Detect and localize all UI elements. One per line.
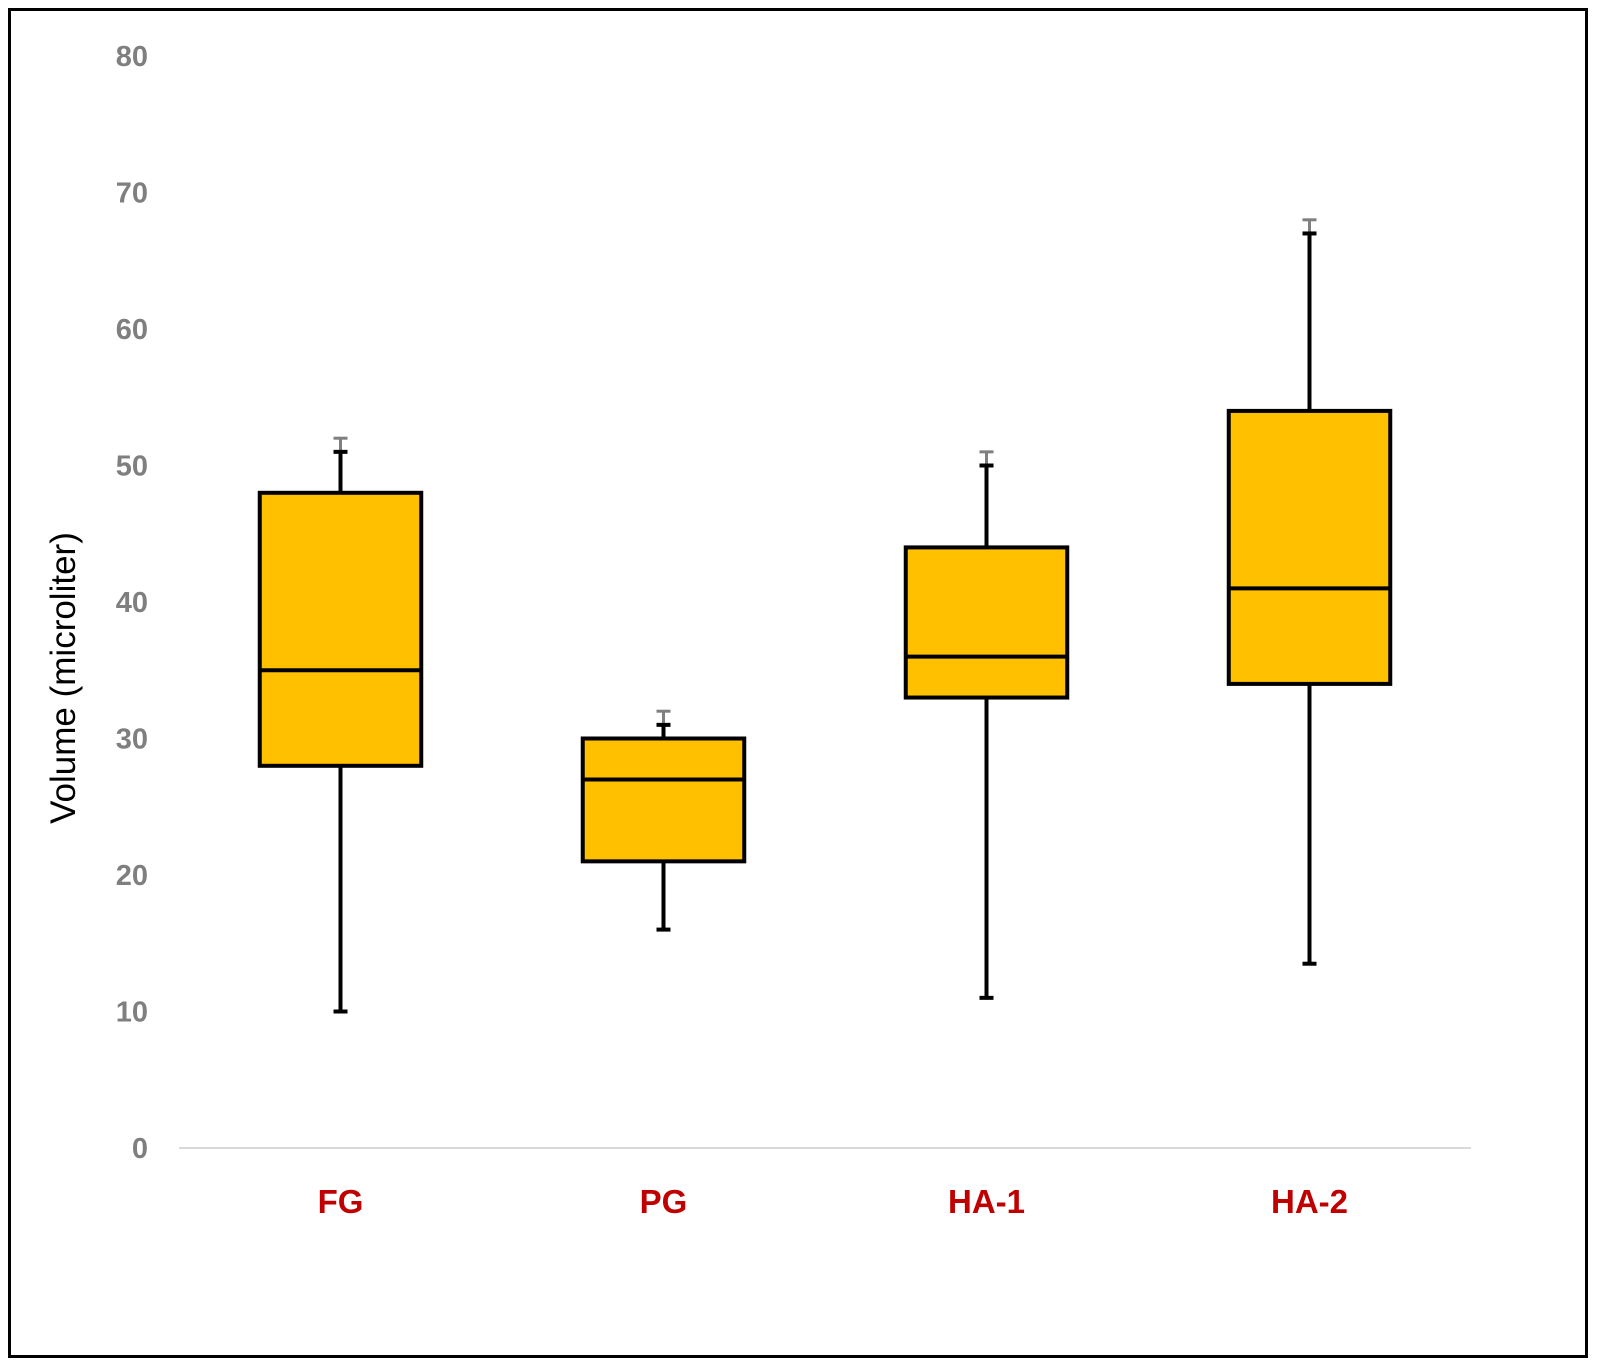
box-ha-2 <box>1226 218 1393 966</box>
iqr-box <box>580 736 747 864</box>
y-axis-title: Volume (microliter) <box>44 532 83 824</box>
y-tick-label: 20 <box>116 860 148 892</box>
y-tick-label: 80 <box>116 41 148 73</box>
y-tick-label: 70 <box>116 178 148 210</box>
y-tick-label: 0 <box>132 1133 148 1165</box>
y-axis-ticks: 0 10 20 30 40 50 60 70 80 <box>116 41 148 1165</box>
y-tick-label: 10 <box>116 997 148 1029</box>
box-fg <box>257 436 424 1014</box>
iqr-box <box>903 545 1070 700</box>
box-ha-1 <box>903 450 1070 1000</box>
chart-frame: 0 10 20 30 40 50 60 70 80 FG PG HA-1 HA-2 Volume (m… <box>8 8 1588 1358</box>
x-tick-label: HA-2 <box>1271 1183 1348 1220</box>
iqr-box <box>257 490 424 768</box>
x-tick-label: PG <box>640 1183 688 1220</box>
box-plot-chart: 0 10 20 30 40 50 60 70 80 FG PG HA-1 HA-2 Volume (m… <box>44 41 1471 1220</box>
y-tick-label: 40 <box>116 587 148 619</box>
y-tick-label: 30 <box>116 724 148 756</box>
x-axis-labels: FG PG HA-1 HA-2 <box>318 1183 1348 1220</box>
y-tick-label: 60 <box>116 314 148 346</box>
iqr-box <box>1226 408 1393 686</box>
x-tick-label: HA-1 <box>948 1183 1025 1220</box>
y-tick-label: 50 <box>116 451 148 483</box>
x-tick-label: FG <box>318 1183 364 1220</box>
boxes-group <box>257 218 1393 1014</box>
box-pg <box>580 709 747 932</box>
